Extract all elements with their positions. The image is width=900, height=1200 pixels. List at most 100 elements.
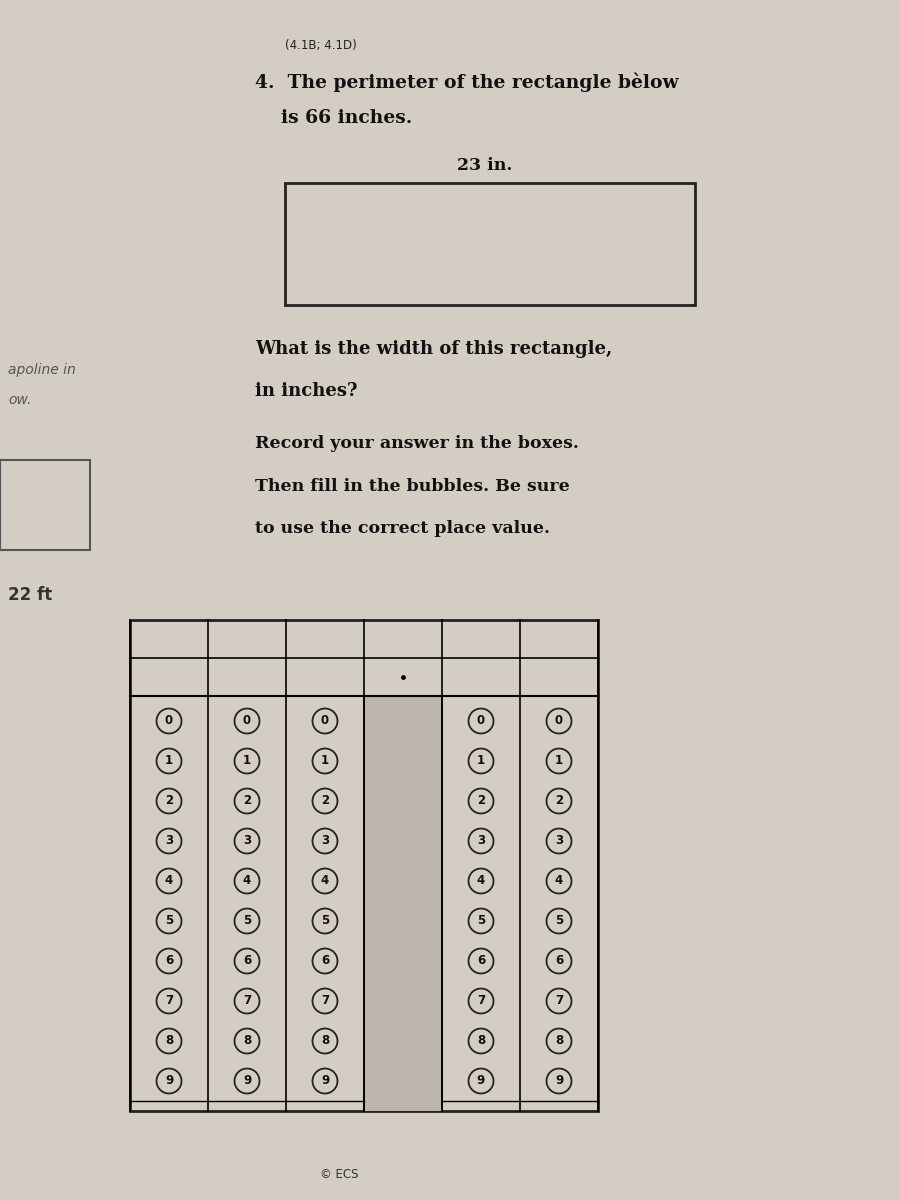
Text: 4: 4 — [477, 875, 485, 888]
Circle shape — [312, 708, 338, 733]
Text: 7: 7 — [321, 995, 329, 1008]
Circle shape — [312, 948, 338, 973]
Text: 1: 1 — [477, 755, 485, 768]
Circle shape — [469, 828, 493, 853]
Text: 22 ft: 22 ft — [8, 586, 52, 604]
Text: 8: 8 — [477, 1034, 485, 1048]
Text: apoline in: apoline in — [8, 362, 76, 377]
Text: ow.: ow. — [8, 392, 32, 407]
Circle shape — [235, 1028, 259, 1054]
Circle shape — [546, 948, 572, 973]
Text: 23 in.: 23 in. — [457, 156, 513, 174]
Text: 7: 7 — [165, 995, 173, 1008]
Circle shape — [235, 708, 259, 733]
Circle shape — [235, 869, 259, 894]
Circle shape — [235, 1068, 259, 1093]
Circle shape — [312, 788, 338, 814]
Circle shape — [546, 989, 572, 1014]
Circle shape — [469, 948, 493, 973]
Text: to use the correct place value.: to use the correct place value. — [255, 520, 550, 538]
Text: 2: 2 — [243, 794, 251, 808]
Circle shape — [312, 1028, 338, 1054]
Circle shape — [312, 828, 338, 853]
Circle shape — [312, 1068, 338, 1093]
Circle shape — [235, 948, 259, 973]
Circle shape — [546, 749, 572, 774]
Text: 0: 0 — [477, 714, 485, 727]
Text: 4: 4 — [555, 875, 563, 888]
Text: 4: 4 — [243, 875, 251, 888]
Text: is 66 inches.: is 66 inches. — [255, 109, 412, 127]
Bar — [364, 696, 442, 1111]
Text: 9: 9 — [555, 1074, 563, 1087]
Circle shape — [157, 1068, 182, 1093]
Circle shape — [469, 708, 493, 733]
Text: 6: 6 — [243, 954, 251, 967]
Text: 5: 5 — [321, 914, 329, 928]
Circle shape — [312, 869, 338, 894]
Circle shape — [469, 788, 493, 814]
Circle shape — [157, 908, 182, 934]
Circle shape — [235, 749, 259, 774]
Circle shape — [312, 749, 338, 774]
Text: 3: 3 — [555, 834, 563, 847]
Text: What is the width of this rectangle,: What is the width of this rectangle, — [255, 340, 612, 358]
Text: 6: 6 — [555, 954, 563, 967]
Text: 6: 6 — [321, 954, 329, 967]
Circle shape — [546, 908, 572, 934]
Circle shape — [157, 948, 182, 973]
Circle shape — [546, 869, 572, 894]
Text: 1: 1 — [555, 755, 563, 768]
Circle shape — [469, 749, 493, 774]
Text: 5: 5 — [555, 914, 563, 928]
Circle shape — [312, 908, 338, 934]
Text: 0: 0 — [321, 714, 329, 727]
Text: 0: 0 — [555, 714, 563, 727]
Text: 9: 9 — [165, 1074, 173, 1087]
Text: (4.1B; 4.1D): (4.1B; 4.1D) — [285, 38, 356, 52]
Circle shape — [312, 989, 338, 1014]
Text: 8: 8 — [165, 1034, 173, 1048]
Text: © ECS: © ECS — [320, 1169, 358, 1182]
Circle shape — [546, 1068, 572, 1093]
Text: 2: 2 — [477, 794, 485, 808]
Circle shape — [157, 869, 182, 894]
Text: 2: 2 — [321, 794, 329, 808]
Text: 1: 1 — [321, 755, 329, 768]
Circle shape — [157, 749, 182, 774]
Text: 3: 3 — [321, 834, 329, 847]
Text: 4: 4 — [165, 875, 173, 888]
Circle shape — [157, 708, 182, 733]
Circle shape — [546, 1028, 572, 1054]
Circle shape — [235, 989, 259, 1014]
Bar — [0, 460, 90, 550]
Circle shape — [235, 828, 259, 853]
Circle shape — [157, 788, 182, 814]
Text: 8: 8 — [555, 1034, 563, 1048]
Circle shape — [469, 869, 493, 894]
Text: in inches?: in inches? — [255, 382, 357, 400]
Circle shape — [469, 1028, 493, 1054]
Circle shape — [546, 788, 572, 814]
Bar — [130, 620, 598, 1111]
Text: 7: 7 — [555, 995, 563, 1008]
Text: 3: 3 — [243, 834, 251, 847]
Bar — [285, 182, 695, 305]
Circle shape — [469, 908, 493, 934]
Text: 5: 5 — [243, 914, 251, 928]
Text: 0: 0 — [165, 714, 173, 727]
Text: 8: 8 — [321, 1034, 329, 1048]
Text: 2: 2 — [165, 794, 173, 808]
Text: 8: 8 — [243, 1034, 251, 1048]
Text: 9: 9 — [321, 1074, 329, 1087]
Text: 6: 6 — [477, 954, 485, 967]
Text: 0: 0 — [243, 714, 251, 727]
Text: 1: 1 — [243, 755, 251, 768]
Text: 1: 1 — [165, 755, 173, 768]
Text: 5: 5 — [165, 914, 173, 928]
Text: 2: 2 — [555, 794, 563, 808]
Text: 7: 7 — [477, 995, 485, 1008]
Circle shape — [546, 708, 572, 733]
Circle shape — [157, 828, 182, 853]
Circle shape — [157, 989, 182, 1014]
